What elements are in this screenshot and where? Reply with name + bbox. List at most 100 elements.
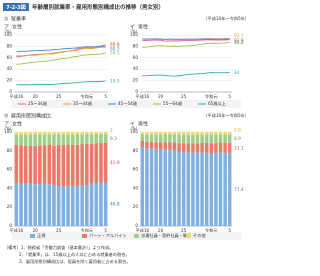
bar-segment (47, 132, 52, 135)
bar-segment (163, 132, 168, 135)
bar-segment (85, 134, 89, 144)
y-tick-label: 80 (133, 148, 139, 153)
bar-segment (66, 132, 70, 135)
bar-segment (191, 132, 195, 135)
value-label: 8.9 (234, 136, 241, 142)
bar-segment (191, 152, 195, 226)
note: 3．雇用形態別構成比は、役員を除く雇用者に占める割合。 (19, 258, 131, 265)
bar-segment (209, 132, 214, 135)
bar-segment (149, 132, 154, 135)
figure: 7-2-3図 年齢層別就業率・雇用形態別構成比の推移（男女別） ① 就業率 （平… (2, 3, 249, 265)
bar-segment (99, 182, 103, 226)
y-tick-label: 80 (7, 148, 13, 153)
bar-segment (168, 149, 172, 226)
legend-swatch (186, 234, 191, 238)
bar-segment (204, 134, 209, 143)
y-tick-label: 20 (133, 204, 139, 209)
bar-segment (75, 134, 80, 145)
section-label: ① (4, 17, 9, 23)
section-period: （平成16年～令和5年） (203, 15, 249, 22)
figure-title: 年齢層別就業率・雇用形態別構成比の推移（男女別） (32, 3, 164, 11)
bar-segment (42, 134, 47, 146)
end-label: 68.5 (110, 50, 120, 56)
legend-box (12, 100, 241, 108)
bar-segment (28, 132, 33, 135)
x-tick-label: 25 (56, 94, 62, 99)
bar-segment (163, 149, 168, 226)
bar-segment (61, 134, 66, 145)
bar-segment (149, 148, 154, 226)
bar-segment (14, 182, 19, 226)
bar-segment (223, 134, 227, 143)
bar-segment (168, 132, 172, 135)
y-tick-label: 0 (9, 223, 12, 228)
bar-segment (214, 142, 218, 153)
bar-segment (209, 143, 214, 154)
line (142, 38, 230, 40)
bar-segment (80, 185, 84, 226)
bar-segment (103, 182, 108, 226)
panel-label: イ (130, 25, 135, 31)
bar-segment (223, 132, 227, 135)
bar-segment (28, 145, 33, 184)
bar-segment (145, 134, 149, 142)
bar-segment (14, 144, 19, 183)
bar-segment (47, 184, 52, 226)
bar-segment (19, 132, 23, 135)
bar-segment (218, 142, 223, 153)
bar-segment (158, 132, 163, 135)
section-heading: 就業率 (11, 16, 26, 23)
bar-segment (33, 132, 37, 135)
bar-segment (227, 134, 232, 143)
bar-segment (218, 152, 223, 226)
y-tick-label: 80 (133, 43, 139, 48)
y-tick-label: 0 (9, 89, 12, 94)
value-label: 2 (110, 127, 113, 133)
bar-segment (204, 152, 209, 226)
legend-swatch (82, 234, 87, 238)
y-tick-label: 20 (133, 78, 139, 83)
figure-number-box (3, 3, 29, 11)
bar-segment (28, 183, 33, 226)
bar-segment (70, 132, 75, 135)
legend-label: 25～34歳 (28, 100, 48, 106)
bar-segment (33, 134, 37, 147)
end-label: 86.9 (234, 40, 244, 46)
bar-segment (19, 183, 23, 226)
bar-segment (56, 145, 61, 187)
bar-segment (103, 133, 108, 143)
x-tick-label: 平成16 (135, 227, 149, 234)
bar-segment (154, 142, 158, 150)
x-tick-label: 20 (158, 94, 164, 99)
bar-segment (52, 185, 56, 226)
bar-segment (38, 184, 42, 226)
bar-segment (209, 153, 214, 226)
x-tick-label: 平成16 (135, 93, 149, 100)
bar-segment (140, 146, 145, 226)
bar-segment (154, 149, 158, 226)
bar-segment (38, 145, 42, 185)
x-tick-label: 25 (181, 94, 187, 99)
bar-segment (140, 140, 145, 147)
bar-segment (163, 142, 168, 150)
bar-segment (75, 185, 80, 226)
line (16, 80, 106, 86)
x-tick-label: 平成16 (9, 227, 23, 234)
bar-segment (149, 142, 154, 149)
bar-segment (94, 132, 99, 134)
bar-segment (89, 132, 94, 135)
bar-segment (200, 134, 204, 143)
bar-segment (145, 148, 149, 226)
bar-segment (227, 132, 232, 135)
note: （備考）1．総務省「労働力調査（基本集計）」より作成。 (4, 244, 113, 251)
bar-segment (70, 186, 75, 226)
bar-segment (42, 183, 47, 226)
bar-segment (56, 132, 61, 135)
bar-segment (70, 134, 75, 145)
line (142, 72, 230, 77)
bar-segment (23, 183, 28, 226)
bar-segment (47, 134, 52, 145)
y-tick-label: 20 (7, 204, 13, 209)
y-tick-label: 0 (135, 89, 138, 94)
legend-label: 65歳以上 (208, 100, 226, 106)
